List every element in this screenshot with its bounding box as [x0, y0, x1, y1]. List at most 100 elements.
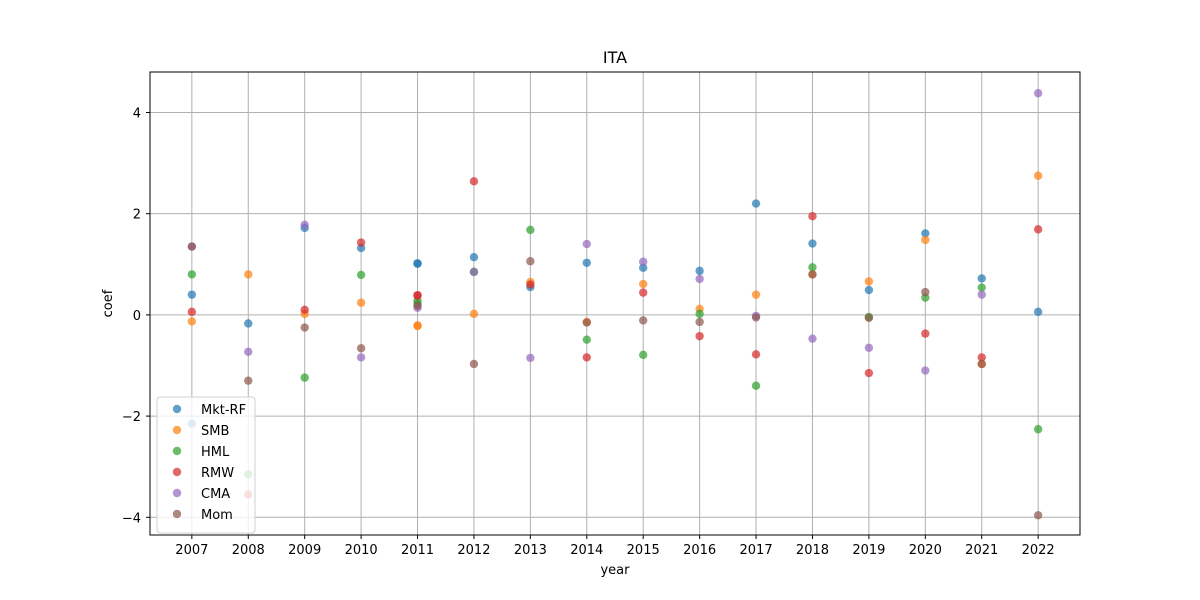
point-hml [582, 335, 591, 344]
legend-box [156, 396, 256, 534]
point-smb [187, 317, 197, 326]
x-tick-label: 2017 [740, 543, 773, 558]
point-cma [469, 267, 479, 277]
point-cma [977, 290, 986, 299]
point-hml [751, 381, 761, 390]
point-rmw [300, 305, 309, 315]
point-smb [413, 321, 422, 330]
legend-marker [172, 446, 182, 456]
point-smb [469, 309, 479, 319]
point-mkt-rf [864, 285, 874, 295]
point-smb [921, 235, 930, 245]
y-tick-label: −4 [122, 511, 141, 526]
x-tick-label: 2012 [457, 543, 490, 558]
x-axis-label: year [600, 563, 630, 578]
point-mkt-rf [244, 319, 253, 328]
y-tick-label: 4 [133, 106, 141, 121]
point-cma [695, 274, 704, 284]
point-mkt-rf [413, 259, 422, 268]
grid [150, 72, 1080, 535]
y-tick-label: 2 [133, 208, 141, 223]
point-cma [1033, 89, 1043, 98]
legend-marker [172, 509, 182, 519]
y-axis-label: coef [101, 289, 116, 317]
data-points [187, 89, 1043, 520]
point-mom [469, 359, 479, 369]
x-tick-label: 2007 [175, 543, 208, 558]
point-rmw [808, 212, 817, 221]
point-smb [864, 277, 874, 286]
legend-marker [172, 467, 182, 477]
point-mom [695, 317, 704, 327]
axis-ticks: 2007 2008 2009 2010 2011 2012 2013 2014 2015 2016… [122, 106, 1055, 558]
point-mom [582, 318, 591, 327]
point-smb [639, 279, 648, 289]
point-mkt-rf [751, 199, 761, 208]
point-cma [921, 366, 930, 375]
point-hml [639, 350, 648, 360]
point-mom [187, 242, 197, 251]
x-tick-label: 2019 [852, 543, 885, 558]
point-hml [187, 270, 197, 279]
point-mom [300, 323, 309, 332]
point-mom [1033, 511, 1043, 520]
legend-label: HML [201, 445, 230, 460]
point-mkt-rf [695, 266, 704, 276]
x-tick-label: 2014 [570, 543, 603, 558]
point-smb [356, 298, 366, 307]
point-mom [413, 301, 422, 310]
point-mom [977, 359, 986, 369]
point-rmw [582, 353, 591, 362]
point-rmw [864, 368, 874, 378]
point-rmw [187, 307, 197, 317]
legend-label: Mom [201, 508, 233, 523]
plot-area [149, 71, 1081, 536]
point-hml [808, 263, 817, 272]
point-rmw [695, 331, 704, 341]
point-cma [639, 257, 648, 266]
point-mom [639, 316, 648, 325]
point-mom [356, 344, 366, 353]
x-tick-label: 2011 [401, 543, 434, 558]
point-rmw [1033, 225, 1043, 234]
point-mkt-rf [639, 263, 648, 273]
point-cma [808, 334, 817, 343]
legend-marker [172, 404, 182, 414]
point-rmw [639, 288, 648, 297]
point-hml [695, 309, 704, 319]
point-mom [244, 376, 253, 385]
point-cma [244, 347, 253, 357]
point-mkt-rf [808, 239, 817, 248]
point-hml [977, 283, 986, 292]
point-rmw [751, 350, 761, 359]
point-cma [582, 239, 591, 249]
x-tick-label: 2009 [288, 543, 321, 558]
point-smb [244, 270, 253, 279]
point-mkt-rf [1033, 307, 1043, 317]
point-mom [864, 313, 874, 323]
x-tick-label: 2008 [232, 543, 265, 558]
x-tick-label: 2018 [796, 543, 829, 558]
point-mom [921, 287, 930, 297]
x-tick-label: 2015 [627, 543, 660, 558]
point-rmw [921, 329, 930, 338]
point-hml [1033, 425, 1043, 434]
point-cma [356, 353, 366, 362]
point-smb [751, 290, 761, 299]
point-rmw [356, 238, 366, 247]
x-tick-label: 2021 [965, 543, 998, 558]
point-cma [864, 343, 874, 352]
point-cma [526, 353, 535, 363]
point-mom [751, 313, 761, 322]
point-mom [808, 270, 817, 279]
legend: Mkt-RF SMB HML RMW CMA Mom [156, 396, 256, 534]
x-tick-label: 2013 [514, 543, 547, 558]
point-hml [300, 373, 309, 382]
point-mkt-rf [921, 229, 930, 238]
x-tick-label: 2016 [683, 543, 716, 558]
point-cma [300, 220, 309, 230]
point-rmw [413, 291, 422, 300]
point-rmw [469, 177, 479, 186]
legend-label: Mkt-RF [201, 403, 246, 418]
x-tick-label: 2020 [909, 543, 942, 558]
